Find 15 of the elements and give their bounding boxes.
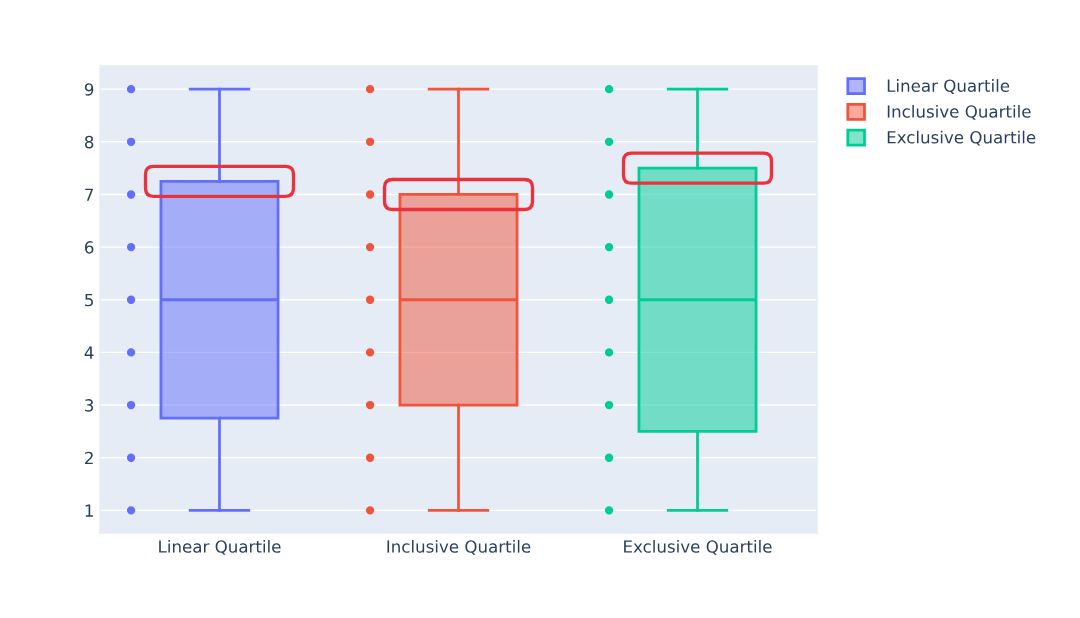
y-tick-label: 5	[85, 293, 93, 307]
y-tick-label: 1	[85, 504, 93, 517]
x-tick-label: Linear Quartile	[159, 539, 281, 555]
x-tick-label: Exclusive Quartile	[624, 539, 772, 555]
y-tick-label: 3	[85, 399, 94, 412]
y-tick-label: 8	[84, 135, 94, 149]
legend-label: Linear Quartile	[887, 79, 1010, 94]
x-tick-label: Inclusive Quartile	[387, 539, 531, 555]
y-tick-label: 6	[85, 241, 94, 254]
legend-label: Inclusive Quartile	[887, 104, 1031, 120]
y-tick-label: 2	[85, 451, 93, 465]
y-tick-label: 9	[84, 83, 94, 96]
y-tick-label: 7	[85, 188, 94, 201]
legend-label: Exclusive Quartile	[887, 130, 1036, 146]
y-tick-label: 4	[84, 346, 94, 359]
